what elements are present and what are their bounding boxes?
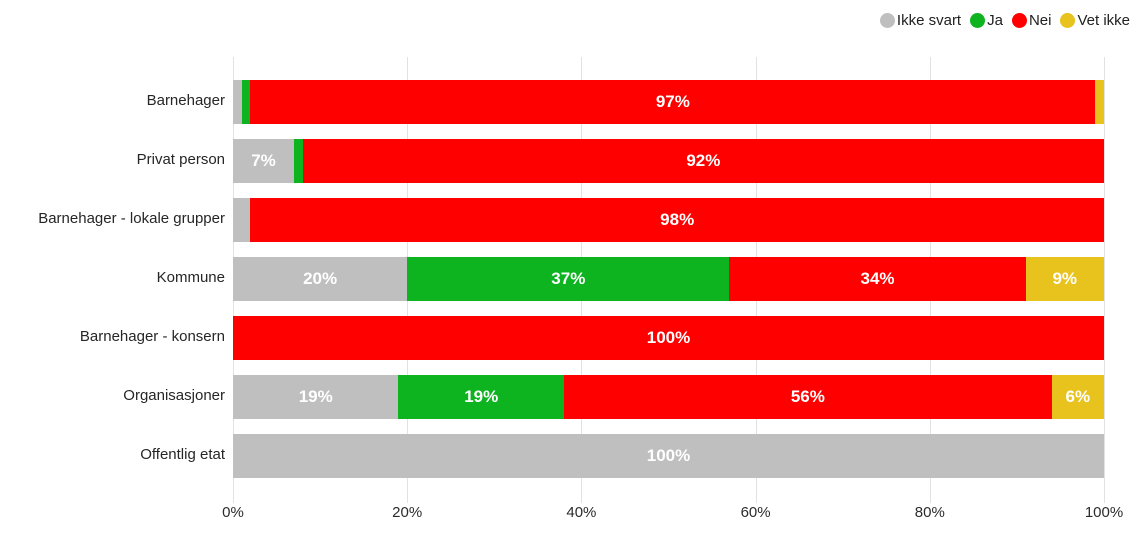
x-axis-tick-label: 0%: [222, 504, 244, 521]
bar-segment-ikke-svart: 7%: [233, 139, 294, 183]
bar-row: 97%: [233, 80, 1104, 124]
legend-item: Nei: [1011, 12, 1052, 29]
category-label: Barnehager - lokale grupper: [38, 210, 225, 227]
category-label: Kommune: [156, 269, 225, 286]
bar-segment-vet-ikke: [1095, 80, 1104, 124]
bar-row: 19% 19% 56% 6%: [233, 375, 1104, 419]
bar-row: 7% 92%: [233, 139, 1104, 183]
bar-row: 100%: [233, 316, 1104, 360]
bar-segment-ikke-svart: 20%: [233, 257, 408, 301]
plot-area: 97% 7% 92% 98% 20% 37% 34% 9% 100% 19% 19% 56% 6% 100…: [233, 57, 1105, 503]
legend: Ikke svart Ja Nei Vet ikke: [879, 12, 1130, 29]
bar-segment-ikke-svart: [233, 80, 242, 124]
bar-segment-vet-ikke: 9%: [1025, 257, 1104, 301]
bar-segment-nei: 97%: [250, 80, 1096, 124]
legend-label: Vet ikke: [1077, 12, 1130, 29]
bar-value-label: 100%: [646, 328, 691, 347]
bar-row: 98%: [233, 198, 1104, 242]
bar-row: 20% 37% 34% 9%: [233, 257, 1104, 301]
bar-segment-ja: 19%: [398, 375, 564, 419]
bar-segment-nei: 92%: [302, 139, 1104, 183]
bar-segment-ikke-svart: 100%: [233, 434, 1104, 478]
bar-value-label: 6%: [1065, 387, 1091, 406]
legend-item: Ja: [970, 12, 1003, 29]
bar-value-label: 98%: [660, 210, 695, 229]
legend-swatch-icon: [1060, 13, 1076, 28]
x-axis-tick-label: 100%: [1084, 504, 1124, 521]
bar-segment-ja: [293, 139, 303, 183]
bar-segment-nei: 100%: [233, 316, 1104, 360]
x-axis-tick-label: 20%: [392, 504, 423, 521]
bar-segment-nei: 56%: [563, 375, 1052, 419]
bar-value-label: 34%: [860, 269, 895, 288]
category-label: Barnehager: [146, 92, 225, 109]
legend-label: Nei: [1028, 12, 1052, 29]
legend-label: Ikke svart: [896, 12, 962, 29]
bar-segment-ja: [241, 80, 251, 124]
bar-value-label: 97%: [655, 92, 690, 111]
bar-value-label: 20%: [303, 269, 338, 288]
legend-item: Ikke svart: [879, 12, 962, 29]
bar-segment-nei: 98%: [250, 198, 1104, 242]
bar-value-label: 19%: [298, 387, 333, 406]
legend-label: Ja: [987, 12, 1003, 29]
bar-segment-nei: 34%: [729, 257, 1026, 301]
bar-segment-vet-ikke: 6%: [1051, 375, 1104, 419]
bar-value-label: 92%: [686, 151, 721, 170]
bar-value-label: 9%: [1052, 269, 1078, 288]
category-label: Organisasjoner: [123, 387, 225, 404]
legend-swatch-icon: [879, 13, 895, 28]
bar-value-label: 100%: [646, 446, 691, 465]
bar-value-label: 19%: [464, 387, 499, 406]
x-axis-tick-label: 40%: [566, 504, 597, 521]
bar-row: 100%: [233, 434, 1104, 478]
bar-segment-ja: 37%: [407, 257, 730, 301]
bar-value-label: 56%: [790, 387, 825, 406]
bar-segment-ikke-svart: 19%: [233, 375, 399, 419]
category-label: Barnehager - konsern: [79, 328, 225, 345]
legend-swatch-icon: [970, 13, 986, 28]
x-axis-tick-label: 80%: [914, 504, 945, 521]
legend-swatch-icon: [1011, 13, 1027, 28]
x-axis-tick-label: 60%: [740, 504, 771, 521]
bar-value-label: 37%: [551, 269, 586, 288]
bar-segment-ikke-svart: [233, 198, 251, 242]
legend-item: Vet ikke: [1060, 12, 1130, 29]
bar-value-label: 7%: [251, 151, 276, 170]
category-label: Privat person: [136, 151, 225, 168]
category-label: Offentlig etat: [140, 446, 225, 463]
gridline: [1104, 57, 1105, 503]
